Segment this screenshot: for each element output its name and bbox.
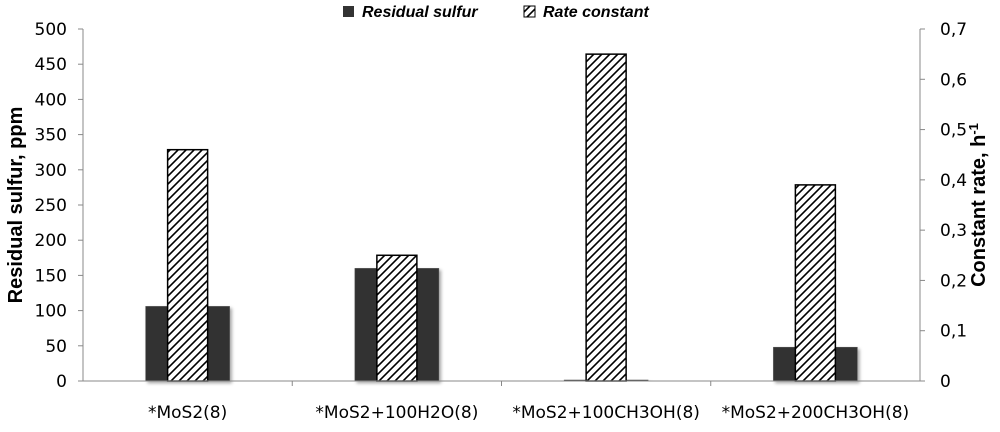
left-tick-label: 200 (35, 231, 67, 251)
right-axis-title-main: Constant rate, h (968, 135, 990, 287)
right-axis-title-superscript: -1 (966, 123, 981, 135)
bar-rate-constant (376, 254, 418, 382)
bar-rate-constant (794, 184, 837, 382)
right-tick-label: 0,3 (940, 221, 967, 241)
right-tick-label: 0 (940, 372, 951, 392)
left-tick-label: 500 (35, 20, 67, 40)
category-label: *MoS2+100H2O(8) (315, 403, 478, 423)
left-tick-label: 450 (35, 55, 67, 75)
legend-label-residual-sulfur: Residual sulfur (362, 4, 478, 21)
left-axis-title: Residual sulfur, ppm (5, 107, 27, 304)
bar-rate-constant (166, 148, 209, 382)
left-tick-label: 100 (35, 302, 67, 322)
left-tick-label: 300 (35, 161, 67, 181)
left-axis-ticks: 0 50 100 150 200 250 300 350 400 450 500 (35, 20, 83, 392)
right-tick-label: 0,5 (940, 121, 967, 141)
bar-rate-constant (585, 53, 627, 382)
category-label: *MoS2+200CH3OH(8) (722, 403, 910, 423)
left-tick-label: 150 (35, 266, 67, 286)
legend-swatch-rate-constant (523, 5, 536, 18)
right-axis-ticks: 0 0,1 0,2 0,3 0,4 0,5 0,6 0,7 (920, 20, 967, 392)
left-tick-label: 0 (56, 372, 67, 392)
right-tick-label: 0,4 (940, 171, 967, 191)
right-axis-title: Constant rate, h-1 (966, 123, 990, 287)
left-tick-label: 400 (35, 90, 67, 110)
right-tick-label: 0,2 (940, 271, 967, 291)
left-tick-label: 250 (35, 196, 67, 216)
category-labels: *MoS2(8) *MoS2+100H2O(8) *MoS2+100CH3OH(8)… (148, 381, 909, 423)
right-tick-label: 0,6 (940, 70, 967, 90)
category-label: *MoS2(8) (148, 403, 227, 423)
legend-swatch-residual-sulfur (343, 6, 354, 17)
right-tick-label: 0,1 (940, 322, 967, 342)
right-tick-label: 0,7 (940, 20, 967, 40)
bars (145, 53, 858, 382)
left-tick-label: 350 (35, 126, 67, 146)
left-tick-label: 50 (45, 337, 67, 357)
legend-label-rate-constant: Rate constant (543, 4, 649, 21)
legend: Residual sulfur Rate constant (343, 4, 649, 21)
category-label: *MoS2+100CH3OH(8) (512, 403, 700, 423)
